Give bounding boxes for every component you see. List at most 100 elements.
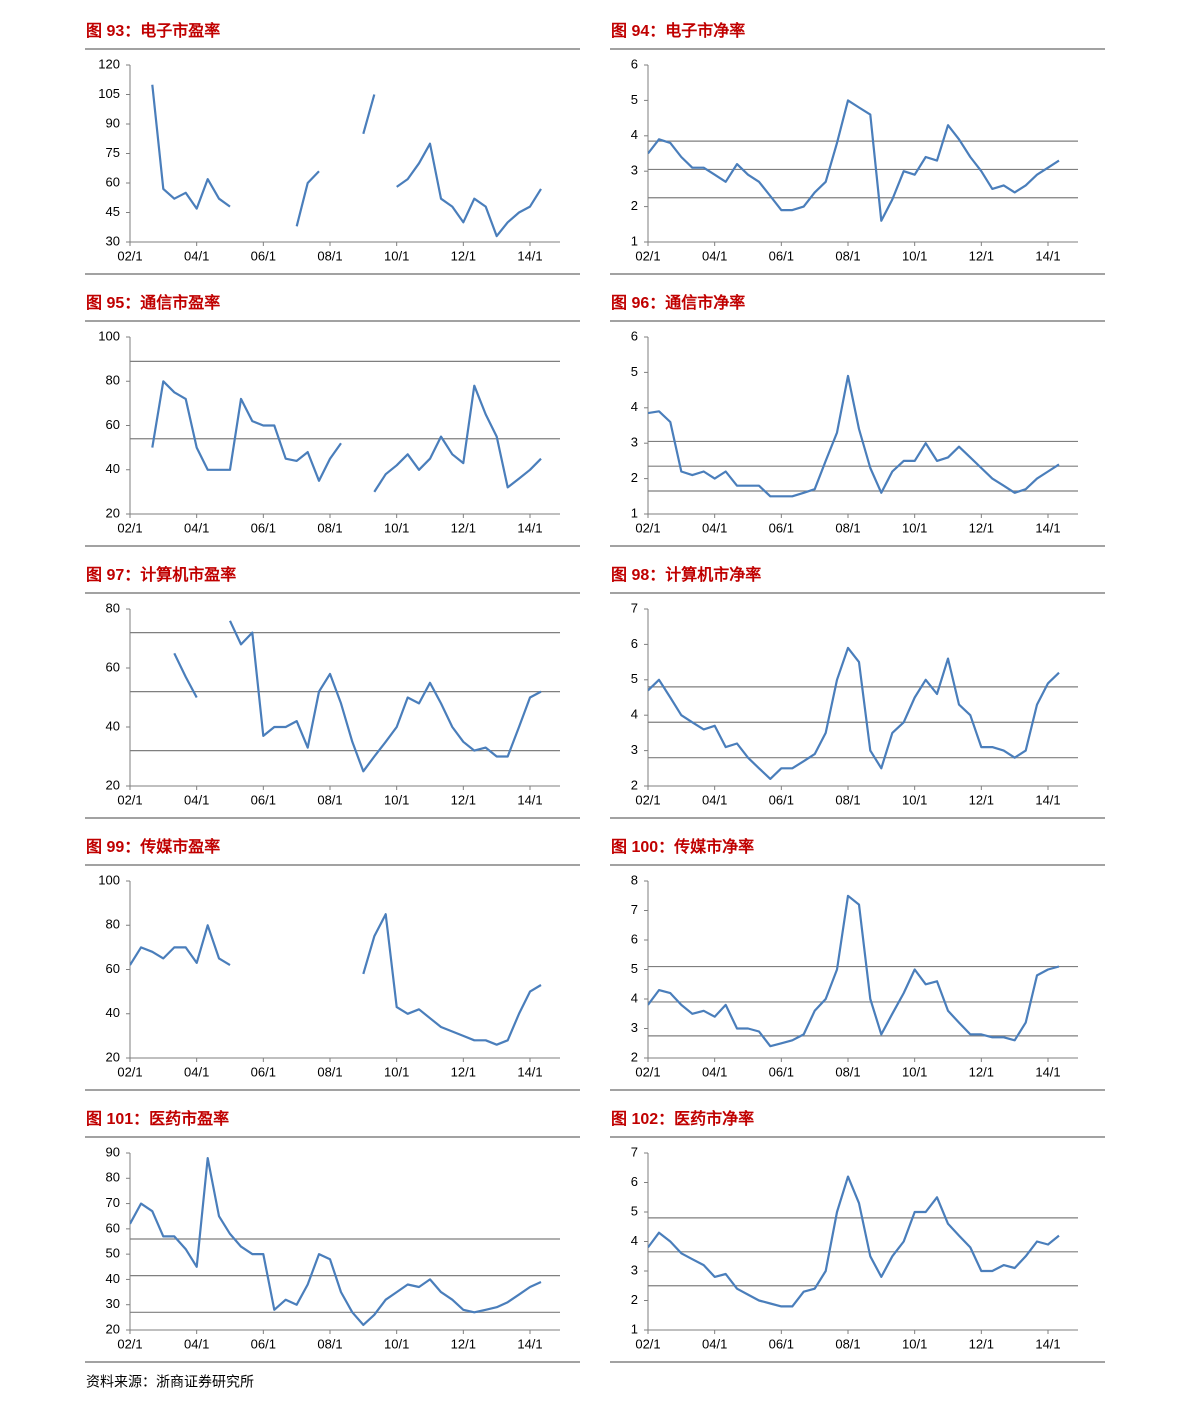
y-tick-label: 120	[98, 56, 120, 71]
y-tick-label: 30	[106, 233, 120, 248]
x-tick-label: 06/1	[769, 1064, 794, 1079]
y-tick-label: 50	[106, 1246, 120, 1261]
x-tick-label: 12/1	[969, 1336, 994, 1351]
chart-title: 图 98：计算机市净率	[611, 565, 761, 584]
x-tick-label: 12/1	[451, 248, 476, 263]
y-tick-label: 8	[631, 872, 638, 887]
x-tick-label: 08/1	[317, 520, 342, 535]
y-tick-label: 6	[631, 1174, 638, 1189]
chart-panel: 图 97：计算机市盈率 20 40 60 80 02/1 04/1 06/1 08/1 10/1 1…	[85, 565, 580, 819]
y-tick-label: 80	[106, 1170, 120, 1185]
y-tick-label: 40	[106, 1005, 120, 1020]
plot-area	[648, 99, 1060, 222]
chart-title: 图 96：通信市净率	[611, 293, 745, 312]
y-tick-label: 1	[631, 1321, 638, 1336]
x-tick-label: 02/1	[117, 1336, 142, 1351]
y-tick-label: 1	[631, 505, 638, 520]
x-tick-label: 06/1	[251, 792, 276, 807]
y-tick-label: 4	[631, 127, 638, 142]
data-line	[151, 380, 542, 493]
x-tick-label: 10/1	[902, 792, 927, 807]
y-tick-label: 40	[106, 718, 120, 733]
chart-panel: 图 95：通信市盈率 20 40 60 80 100 02/1 04/1 06/1 08/1 10/…	[85, 293, 580, 547]
x-tick-label: 10/1	[384, 1064, 409, 1079]
plot-area	[130, 913, 542, 1046]
data-line	[130, 913, 542, 1046]
y-tick-label: 6	[631, 636, 638, 651]
y-tick-label: 3	[631, 163, 638, 178]
y-tick-label: 4	[631, 707, 638, 722]
x-tick-label: 04/1	[184, 792, 209, 807]
x-tick-label: 06/1	[251, 1336, 276, 1351]
data-line	[151, 84, 542, 238]
chart-panel: 图 98：计算机市净率 2 3 4 5 6 7 02/1 04/1 06/1 08/1 10/1 12/…	[610, 565, 1105, 819]
y-tick-label: 80	[106, 600, 120, 615]
data-line	[648, 99, 1060, 222]
x-tick-label: 10/1	[902, 248, 927, 263]
x-tick-label: 04/1	[702, 248, 727, 263]
x-tick-label: 14/1	[517, 520, 542, 535]
y-tick-label: 40	[106, 1271, 120, 1286]
x-tick-label: 06/1	[769, 1336, 794, 1351]
chart-panel: 图 96：通信市净率 1 2 3 4 5 6 02/1 04/1 06/1 08/1 10/1 12/1…	[610, 293, 1105, 547]
chart-title: 图 99：传媒市盈率	[86, 837, 220, 856]
x-tick-label: 08/1	[317, 248, 342, 263]
y-tick-label: 45	[106, 204, 120, 219]
x-tick-label: 04/1	[702, 520, 727, 535]
plot-area	[648, 374, 1060, 498]
y-tick-label: 100	[98, 872, 120, 887]
plot-area	[151, 84, 542, 238]
chart-title: 图 94：电子市净率	[611, 21, 745, 40]
x-tick-label: 04/1	[702, 1064, 727, 1079]
x-tick-label: 14/1	[517, 1064, 542, 1079]
y-tick-label: 60	[106, 659, 120, 674]
plot-area	[173, 620, 542, 773]
y-tick-label: 40	[106, 461, 120, 476]
x-tick-label: 06/1	[251, 248, 276, 263]
y-tick-label: 75	[106, 145, 120, 160]
x-tick-label: 12/1	[451, 1336, 476, 1351]
y-tick-label: 7	[631, 600, 638, 615]
y-tick-label: 6	[631, 328, 638, 343]
x-tick-label: 12/1	[969, 1064, 994, 1079]
chart-title: 图 101：医药市盈率	[86, 1109, 229, 1128]
x-tick-label: 14/1	[1035, 248, 1060, 263]
x-tick-label: 08/1	[835, 792, 860, 807]
y-tick-label: 60	[106, 174, 120, 189]
x-tick-label: 08/1	[835, 248, 860, 263]
y-tick-label: 1	[631, 233, 638, 248]
y-tick-label: 105	[98, 86, 120, 101]
x-tick-label: 02/1	[635, 1336, 660, 1351]
x-tick-label: 02/1	[117, 792, 142, 807]
y-tick-label: 90	[106, 115, 120, 130]
x-tick-label: 02/1	[117, 520, 142, 535]
y-tick-label: 60	[106, 961, 120, 976]
x-tick-label: 06/1	[251, 520, 276, 535]
y-tick-label: 20	[106, 1049, 120, 1064]
x-tick-label: 06/1	[251, 1064, 276, 1079]
chart-panel: 图 93：电子市盈率 30 45 60 75 90 105 120 02/1 04/1 06/1 08…	[85, 21, 580, 275]
x-tick-label: 12/1	[451, 520, 476, 535]
plot-area	[648, 646, 1060, 780]
plot-area	[151, 380, 542, 493]
chart-title: 图 102：医药市净率	[611, 1109, 754, 1128]
x-tick-label: 10/1	[384, 248, 409, 263]
chart-panel: 图 100：传媒市净率 2 3 4 5 6 7 8 02/1 04/1 06/1 08/1 10/1 12…	[610, 837, 1105, 1091]
plot-area	[648, 1175, 1060, 1308]
x-tick-label: 04/1	[184, 1064, 209, 1079]
y-tick-label: 3	[631, 1262, 638, 1277]
x-tick-label: 02/1	[635, 1064, 660, 1079]
x-tick-label: 04/1	[184, 1336, 209, 1351]
x-tick-label: 08/1	[835, 1064, 860, 1079]
y-tick-label: 70	[106, 1195, 120, 1210]
x-tick-label: 04/1	[702, 792, 727, 807]
x-tick-label: 10/1	[902, 1336, 927, 1351]
x-tick-label: 12/1	[969, 792, 994, 807]
x-tick-label: 08/1	[317, 1336, 342, 1351]
y-tick-label: 30	[106, 1296, 120, 1311]
x-tick-label: 10/1	[384, 792, 409, 807]
x-tick-label: 14/1	[1035, 1064, 1060, 1079]
x-tick-label: 08/1	[317, 1064, 342, 1079]
x-tick-label: 10/1	[384, 520, 409, 535]
